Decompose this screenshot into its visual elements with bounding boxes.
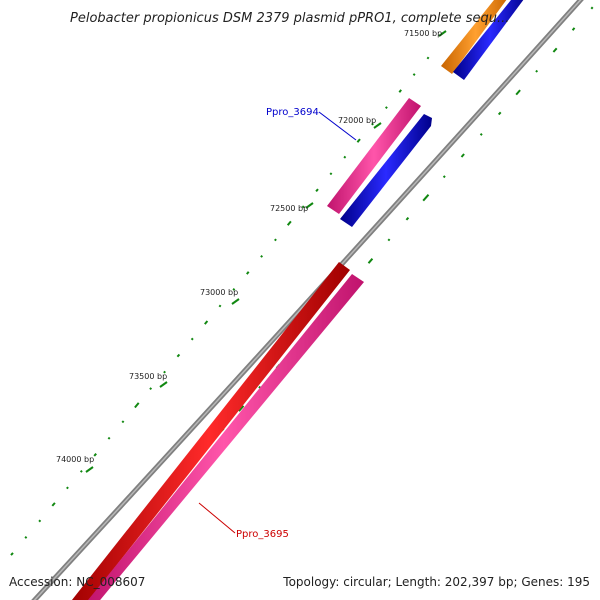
gc-mark: [590, 6, 594, 10]
gc-mark: [274, 238, 277, 242]
gc-mark: [79, 469, 83, 473]
gc-mark: [426, 56, 430, 60]
gc-mark: [301, 205, 305, 209]
gc-mark: [571, 27, 576, 31]
gc-mark: [260, 255, 264, 258]
gc-mark: [107, 436, 111, 440]
feature-orange[interactable]: [441, 0, 510, 74]
gc-mark: [190, 337, 194, 341]
gc-mark: [479, 133, 483, 136]
gc-mark: [163, 370, 166, 374]
gc-mark: [405, 216, 410, 221]
gc-mark: [412, 73, 416, 76]
map-title: Pelobacter propionicus DSM 2379 plasmid …: [70, 11, 509, 26]
gc-mark: [387, 238, 391, 242]
gc-mark: [218, 304, 222, 308]
gc-content-marks: [10, 6, 594, 559]
gc-mark: [258, 385, 262, 389]
tick-label: 73500 bp: [129, 372, 167, 381]
gene-callout-ppro-3695[interactable]: Ppro_3695: [198, 502, 289, 540]
topology-summary: Topology: circular; Length: 202,397 bp; …: [282, 575, 590, 589]
feature-blue-mid[interactable]: [340, 114, 432, 227]
gene-callout-ppro-3694[interactable]: Ppro_3694: [266, 107, 357, 141]
gc-mark: [176, 353, 181, 358]
gc-mark: [422, 194, 430, 202]
gc-mark: [51, 502, 56, 507]
gc-mark: [246, 271, 250, 275]
gc-mark: [367, 258, 374, 264]
gc-mark: [497, 111, 502, 116]
coordinate-ticks: 71500 bp 72000 bp 72500 bp 73000 bp 7350…: [56, 29, 447, 473]
gc-mark: [343, 155, 347, 159]
gc-mark: [442, 175, 446, 179]
gc-mark: [535, 69, 539, 73]
reverse-strand-features: [84, 0, 527, 600]
gc-mark: [329, 172, 333, 176]
gc-mark: [204, 320, 209, 325]
gc-mark: [121, 420, 125, 424]
tick-label: 73000 bp: [200, 288, 238, 297]
gc-mark: [356, 138, 361, 143]
gc-mark: [552, 47, 558, 53]
gc-mark: [38, 519, 42, 523]
gc-mark: [398, 89, 402, 93]
gc-mark: [384, 106, 388, 110]
tick-label: 74000 bp: [56, 455, 94, 464]
gc-mark: [371, 122, 374, 126]
gene-ppro-3694[interactable]: [327, 98, 421, 214]
gc-mark: [238, 405, 245, 412]
gene-label-ppro-3695[interactable]: Ppro_3695: [236, 529, 289, 540]
tick-label: 72500 bp: [270, 204, 308, 213]
gc-mark: [24, 536, 28, 539]
gc-mark: [10, 552, 14, 556]
cds-red[interactable]: [68, 262, 350, 600]
gc-mark: [93, 453, 97, 457]
gene-label-ppro-3694[interactable]: Ppro_3694: [266, 107, 319, 118]
gc-mark: [515, 89, 521, 96]
gc-mark: [232, 288, 236, 291]
forward-strand-features: [68, 0, 510, 600]
tick-label: 71500 bp: [404, 29, 442, 38]
gc-mark: [66, 486, 69, 490]
gene-ppro-3695[interactable]: [84, 274, 364, 600]
plasmid-backbone: [31, 0, 584, 600]
gc-mark: [134, 402, 140, 409]
gc-mark: [149, 387, 153, 391]
gc-mark: [286, 220, 292, 226]
gc-mark: [460, 153, 465, 158]
tick-label: 72000 bp: [338, 116, 376, 125]
feature-blue-top[interactable]: [453, 0, 527, 80]
accession-text: Accession: NC_008607: [9, 575, 145, 589]
gc-mark: [315, 188, 319, 193]
